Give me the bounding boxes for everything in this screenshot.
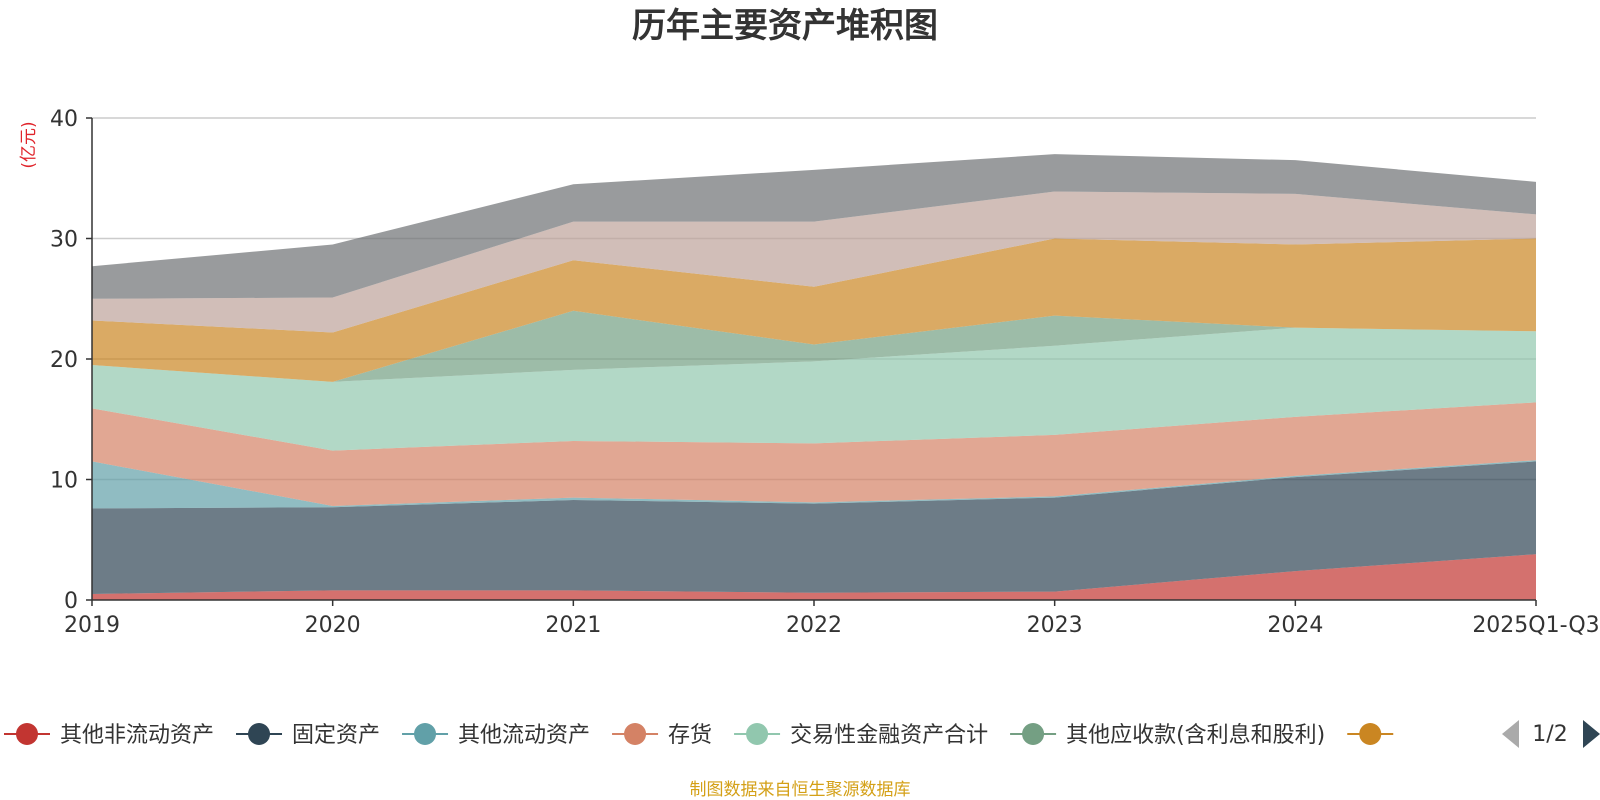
y-tick-label: 30 (50, 228, 78, 253)
legend-label: 其他非流动资产 (60, 723, 214, 748)
legend-prev-page-icon[interactable] (1502, 720, 1519, 748)
legend-marker-icon (1359, 723, 1382, 745)
y-axis-ticks: 0 10 20 30 40 (50, 107, 92, 614)
series-areas (92, 154, 1536, 600)
legend-item-3[interactable]: 存货 (612, 723, 712, 748)
series-area-7[interactable] (92, 191, 1536, 333)
series-area-2[interactable] (92, 460, 1536, 509)
y-tick-label: 0 (64, 589, 78, 614)
x-tick-label: 2019 (64, 613, 120, 638)
y-tick-label: 40 (50, 107, 78, 132)
legend-marker-icon (248, 723, 271, 745)
legend-label: 其他流动资产 (458, 723, 590, 748)
x-tick-label: 2021 (545, 613, 601, 638)
chart-title: 历年主要资产堆积图 (632, 6, 938, 46)
x-tick-label: 2024 (1267, 613, 1323, 638)
series-area-4[interactable] (92, 327, 1536, 451)
x-tick-label: 2022 (786, 613, 842, 638)
legend-pager: 1/2 (1502, 720, 1600, 748)
legend-page-indicator: 1/2 (1532, 722, 1567, 747)
legend-label: 交易性金融资产合计 (790, 723, 988, 748)
x-tick-label: 2020 (305, 613, 361, 638)
legend-label: 其他应收款(含利息和股利) (1066, 723, 1325, 748)
legend-item-4[interactable]: 交易性金融资产合计 (734, 723, 988, 748)
data-source-note: 制图数据来自恒生聚源数据库 (690, 780, 911, 800)
legend-marker-icon (1022, 723, 1045, 745)
y-tick-label: 10 (50, 469, 78, 494)
series-area-5[interactable] (92, 310, 1536, 382)
legend-marker-icon (414, 723, 437, 745)
legend-item-2[interactable]: 其他流动资产 (402, 723, 590, 748)
series-area-8[interactable] (92, 154, 1536, 299)
legend-marker-icon (746, 723, 769, 745)
legend-marker-icon (624, 723, 647, 745)
series-area-1[interactable] (92, 461, 1536, 594)
y-axis-unit-label: (亿元) (19, 121, 39, 168)
legend: 其他非流动资产 固定资产 其他流动资产 存货 交易性金融资产合计 其他应收款(含利息和股利… (4, 723, 1394, 748)
x-axis-ticks: 2019 2020 2021 2022 2023 2024 2025Q1-Q3 (64, 600, 1600, 638)
x-tick-label: 2023 (1027, 613, 1083, 638)
y-tick-label: 20 (50, 348, 78, 373)
legend-item-1[interactable]: 固定资产 (236, 723, 380, 748)
legend-label: 存货 (668, 723, 712, 748)
series-area-6[interactable] (92, 238, 1536, 382)
legend-item-6[interactable] (1347, 723, 1394, 745)
legend-marker-icon (16, 723, 38, 745)
legend-item-5[interactable]: 其他应收款(含利息和股利) (1010, 723, 1325, 748)
legend-next-page-icon[interactable] (1583, 720, 1600, 748)
x-tick-label: 2025Q1-Q3 (1472, 613, 1599, 638)
legend-item-0[interactable]: 其他非流动资产 (4, 723, 214, 748)
series-area-0[interactable] (92, 554, 1536, 600)
series-area-3[interactable] (92, 402, 1536, 507)
legend-label: 固定资产 (292, 723, 380, 748)
